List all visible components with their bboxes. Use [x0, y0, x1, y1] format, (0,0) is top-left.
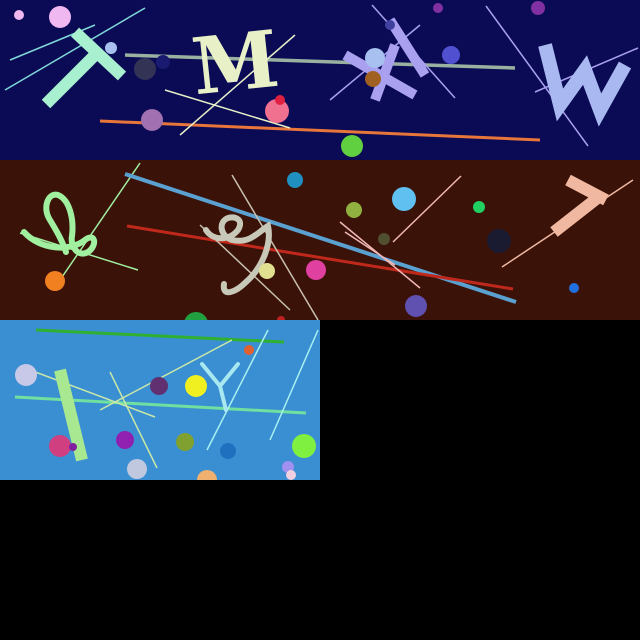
captcha-glyph-x: [342, 17, 430, 102]
captcha-glyph-7: [550, 174, 609, 237]
captcha-panel-3: [0, 320, 320, 480]
captcha-glyph-t: [41, 27, 127, 109]
captcha-panel-1: M: [0, 0, 640, 160]
captcha-glyph-q: [21, 191, 98, 257]
captcha-glyph-g: [203, 214, 272, 296]
captcha-glyph-y: [200, 362, 240, 412]
captcha-glyph-i: [54, 368, 88, 462]
captcha-glyph-m: M: [188, 14, 283, 114]
captcha-glyph-w: [538, 43, 632, 127]
captcha-panel-2: [0, 160, 640, 320]
